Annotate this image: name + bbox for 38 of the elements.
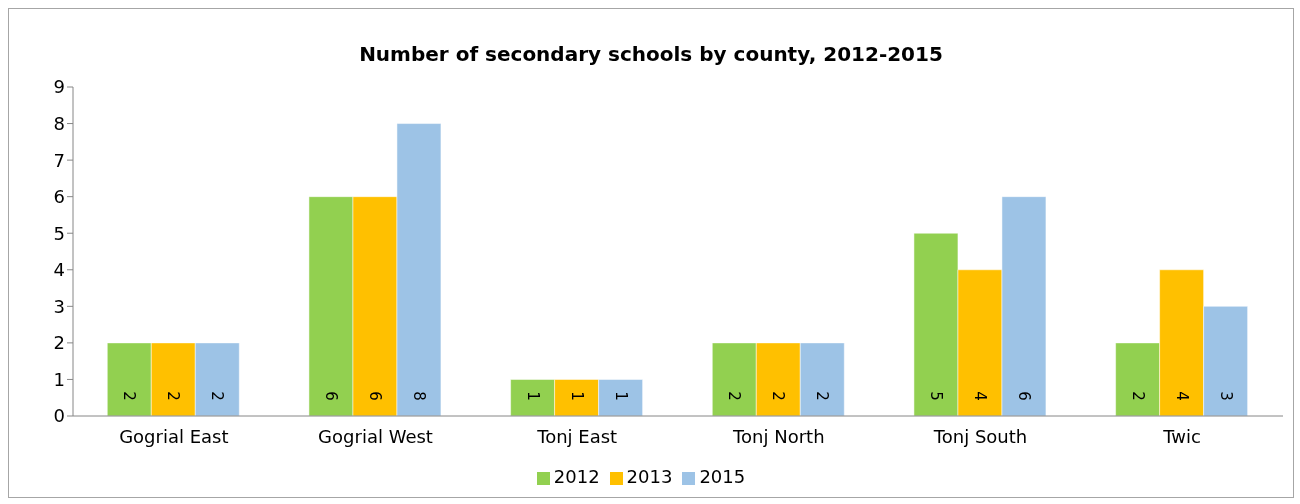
data-label: 2	[208, 391, 227, 401]
y-tick-label: 4	[53, 259, 65, 281]
y-tick-label: 2	[53, 332, 65, 354]
y-tick-label: 9	[53, 76, 65, 98]
x-tick-label: Twic	[1162, 425, 1201, 447]
data-label: 4	[970, 391, 989, 401]
x-tick-label: Gogrial East	[119, 425, 229, 447]
data-label: 1	[567, 391, 586, 401]
data-label: 4	[1172, 391, 1191, 401]
data-label: 2	[769, 391, 788, 401]
data-label: 6	[321, 391, 340, 401]
data-label: 2	[164, 391, 183, 401]
legend-label: 2013	[626, 466, 673, 487]
x-tick-label: Tonj East	[536, 425, 618, 447]
x-tick-label: Gogrial West	[318, 425, 433, 447]
data-label: 2	[813, 391, 832, 401]
y-tick-label: 5	[53, 222, 65, 244]
y-tick-label: 3	[53, 295, 65, 317]
y-tick-label: 6	[53, 186, 65, 208]
data-label: 1	[611, 391, 630, 401]
y-tick-label: 7	[53, 149, 65, 171]
data-label: 2	[725, 391, 744, 401]
y-tick-label: 0	[53, 405, 65, 427]
x-tick-label: Tonj South	[932, 425, 1028, 447]
legend-label: 2012	[553, 466, 600, 487]
data-label: 5	[926, 391, 945, 401]
x-tick-label: Tonj North	[732, 425, 825, 447]
chart-title: Number of secondary schools by county, 2012-2015	[358, 42, 944, 66]
data-label: 3	[1216, 391, 1235, 401]
data-label: 8	[409, 391, 428, 401]
data-label: 6	[1014, 391, 1033, 401]
y-tick-label: 8	[53, 112, 65, 134]
data-label: 6	[365, 391, 384, 401]
data-label: 2	[1128, 391, 1147, 401]
y-tick-label: 1	[53, 368, 65, 390]
legend-label: 2015	[699, 466, 746, 487]
data-label: 2	[120, 391, 139, 401]
data-label: 1	[523, 391, 542, 401]
